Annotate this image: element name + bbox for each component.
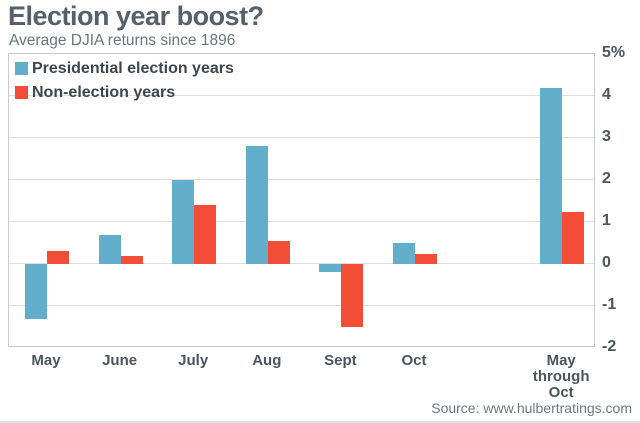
bar <box>267 240 290 264</box>
legend-swatch-blue-icon <box>15 62 28 75</box>
y-tick-label: 1 <box>602 212 611 229</box>
y-tick-label: 5% <box>602 44 626 61</box>
bar <box>562 211 585 264</box>
x-tick-label: July <box>178 352 209 369</box>
bar <box>194 205 217 264</box>
bar <box>319 264 342 273</box>
chart-title: Election year boost? <box>8 1 264 31</box>
legend-item-election-years: Presidential election years <box>15 60 234 77</box>
y-tick-label: 4 <box>602 86 611 103</box>
bar <box>120 255 143 264</box>
gridline <box>9 95 594 96</box>
y-tick-label: 2 <box>602 170 611 187</box>
y-tick-label: -2 <box>602 338 617 355</box>
bar <box>245 146 268 264</box>
y-tick-label: -1 <box>602 296 617 313</box>
gridline <box>9 263 594 264</box>
gridline <box>9 221 594 222</box>
chart-subtitle: Average DJIA returns since 1896 <box>9 32 236 49</box>
bar <box>415 253 437 264</box>
bottom-divider <box>0 421 640 423</box>
gridline <box>9 179 594 180</box>
legend-swatch-red-icon <box>15 86 28 99</box>
legend-item-non-election-years: Non-election years <box>15 84 234 101</box>
bar <box>172 180 195 264</box>
x-tick-label: May <box>31 352 61 369</box>
gridline <box>9 137 594 138</box>
x-tick-label: Sept <box>324 352 357 369</box>
bar <box>25 264 47 319</box>
y-tick-label: 0 <box>602 254 611 271</box>
bar <box>47 251 69 264</box>
bar <box>540 87 563 264</box>
x-tick-label: May through Oct <box>532 352 590 401</box>
x-tick-label: June <box>102 352 138 369</box>
legend-label: Presidential election years <box>32 60 234 77</box>
source-credit: Source: www.hulbertratings.com <box>431 400 632 416</box>
x-tick-label: Aug <box>252 352 282 369</box>
legend: Presidential election years Non-election… <box>15 60 234 108</box>
y-tick-label: 3 <box>602 128 611 145</box>
bar <box>393 243 415 264</box>
gridline <box>9 305 594 306</box>
bar <box>98 234 121 264</box>
plot-area: Presidential election years Non-election… <box>8 53 595 347</box>
bar <box>341 264 364 327</box>
x-tick-label: Oct <box>401 352 427 369</box>
legend-label: Non-election years <box>32 84 176 101</box>
